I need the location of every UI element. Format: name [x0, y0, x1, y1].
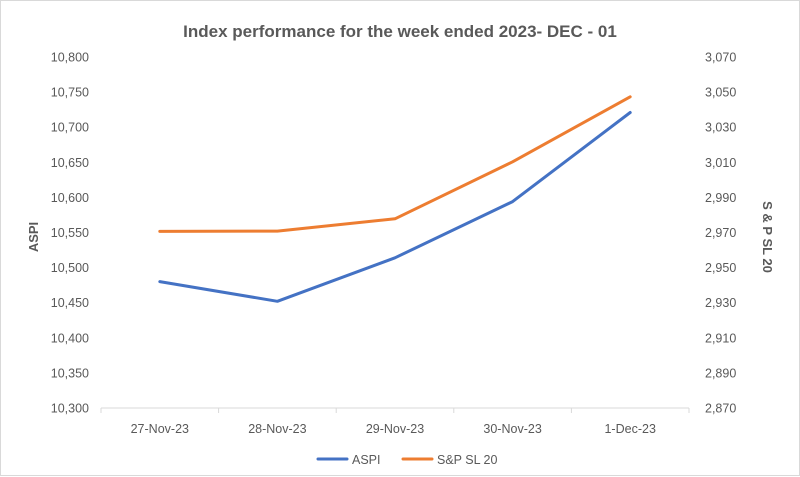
right-tick-label: 3,050 — [705, 86, 736, 100]
x-axis-ticks: 27-Nov-23 28-Nov-23 29-Nov-23 30-Nov-23 1-De… — [100, 408, 690, 436]
left-tick-label: 10,450 — [51, 296, 89, 310]
left-tick-label: 10,750 — [51, 86, 89, 100]
right-tick-label: 2,950 — [705, 261, 736, 275]
right-axis-title: S & P SL 20 — [760, 201, 775, 273]
left-tick-label: 10,800 — [51, 51, 89, 65]
right-tick-label: 3,070 — [705, 51, 736, 65]
legend[interactable]: ASPI S&P SL 20 — [316, 453, 498, 467]
left-tick-label: 10,400 — [51, 331, 89, 345]
legend-label-aspi: ASPI — [352, 453, 381, 467]
left-tick-label: 10,550 — [51, 226, 89, 240]
left-axis-title: ASPI — [26, 222, 41, 252]
left-tick-label: 10,700 — [51, 121, 89, 135]
right-tick-label: 3,010 — [705, 156, 736, 170]
left-tick-label: 10,300 — [51, 402, 89, 416]
right-tick-label: 2,870 — [705, 402, 736, 416]
right-tick-label: 3,030 — [705, 121, 736, 135]
right-tick-label: 2,910 — [705, 331, 736, 345]
left-axis-ticks: 10,300 10,350 10,400 10,450 10,500 10,550 10,6… — [51, 51, 89, 416]
x-tick-label: 27-Nov-23 — [131, 422, 189, 436]
series-line-aspi — [158, 111, 632, 303]
right-tick-label: 2,970 — [705, 226, 736, 240]
x-tick-label: 29-Nov-23 — [366, 422, 424, 436]
x-tick-label: 1-Dec-23 — [604, 422, 655, 436]
left-tick-label: 10,650 — [51, 156, 89, 170]
right-tick-label: 2,930 — [705, 296, 736, 310]
left-tick-label: 10,600 — [51, 191, 89, 205]
right-axis-ticks: 2,870 2,890 2,910 2,930 2,950 2,970 2,990 3,010… — [705, 51, 736, 416]
left-tick-label: 10,350 — [51, 366, 89, 380]
legend-label-sp-sl-20: S&P SL 20 — [437, 453, 498, 467]
chart-title: Index performance for the week ended 202… — [183, 22, 617, 41]
series-line-sp-sl-20 — [158, 95, 632, 233]
series-layer — [158, 95, 632, 303]
left-tick-label: 10,500 — [51, 261, 89, 275]
right-tick-label: 2,890 — [705, 366, 736, 380]
x-tick-label: 28-Nov-23 — [248, 422, 306, 436]
x-tick-label: 30-Nov-23 — [483, 422, 541, 436]
right-tick-label: 2,990 — [705, 191, 736, 205]
